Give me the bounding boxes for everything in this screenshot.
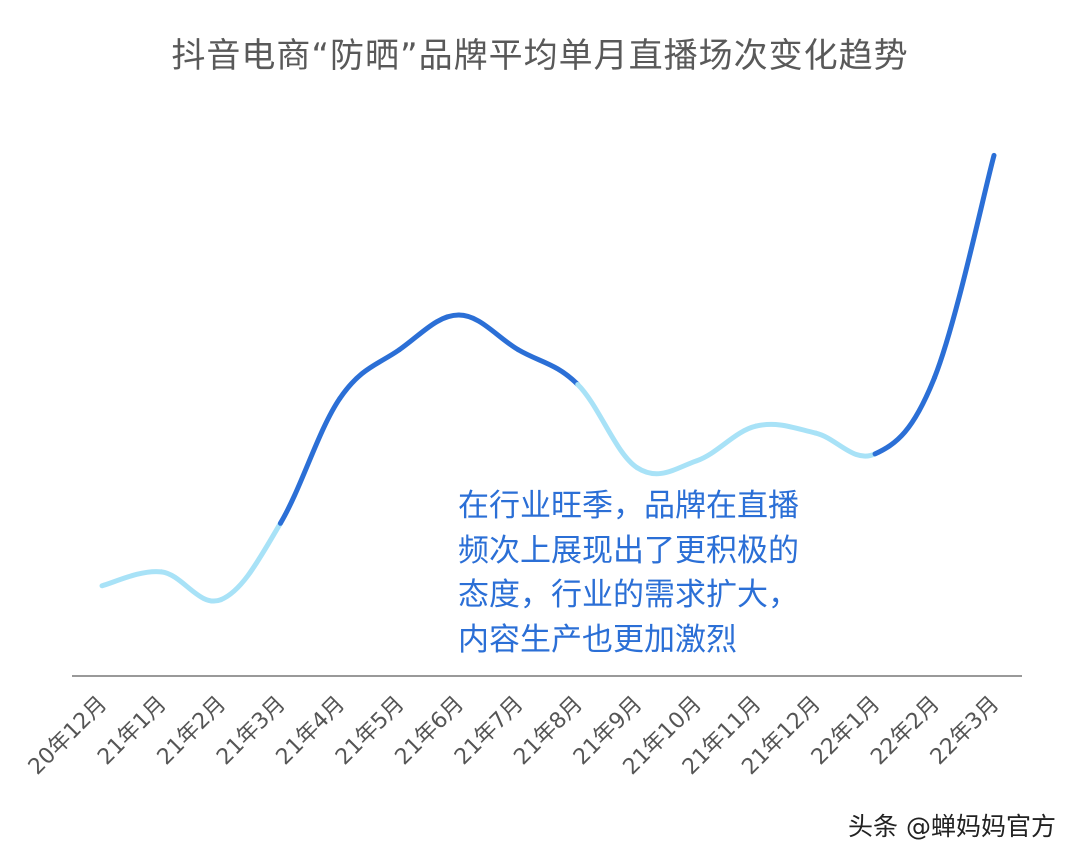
x-tick-labels: 20年12月21年1月21年2月21年3月21年4月21年5月21年6月21年7… — [24, 692, 1004, 780]
annotation-line-1: 在行业旺季，品牌在直播 — [458, 488, 799, 524]
chart-title: 抖音电商“防晒”品牌平均单月直播场次变化趋势 — [171, 36, 909, 76]
line-segment — [337, 347, 402, 401]
line-segment — [813, 430, 878, 459]
line-segment — [515, 347, 581, 387]
line-segment — [634, 458, 700, 477]
line-segment — [456, 312, 521, 353]
series-layer — [99, 152, 997, 604]
line-segment — [396, 312, 462, 353]
annotation-line-4: 内容生产也更加激烈 — [458, 621, 737, 658]
line-segment — [99, 569, 164, 589]
line-segment — [753, 421, 819, 436]
watermark: 头条 @蝉妈妈官方 — [848, 812, 1056, 841]
line-segment — [158, 569, 224, 604]
x-tick-label: 20年12月 — [24, 692, 112, 780]
line-segment — [872, 375, 938, 457]
chart-annotation: 在行业旺季，品牌在直播 频次上展现出了更积极的 态度，行业的需求扩大， 内容生产… — [458, 484, 878, 662]
line-segment — [932, 152, 997, 381]
line-segment — [694, 423, 759, 464]
line-segment — [218, 520, 283, 603]
annotation-line-2: 频次上展现出了更积极的 — [458, 532, 799, 569]
line-segment — [575, 381, 640, 471]
annotation-line-3: 态度，行业的需求扩大， — [458, 577, 799, 613]
line-segment — [277, 395, 343, 526]
